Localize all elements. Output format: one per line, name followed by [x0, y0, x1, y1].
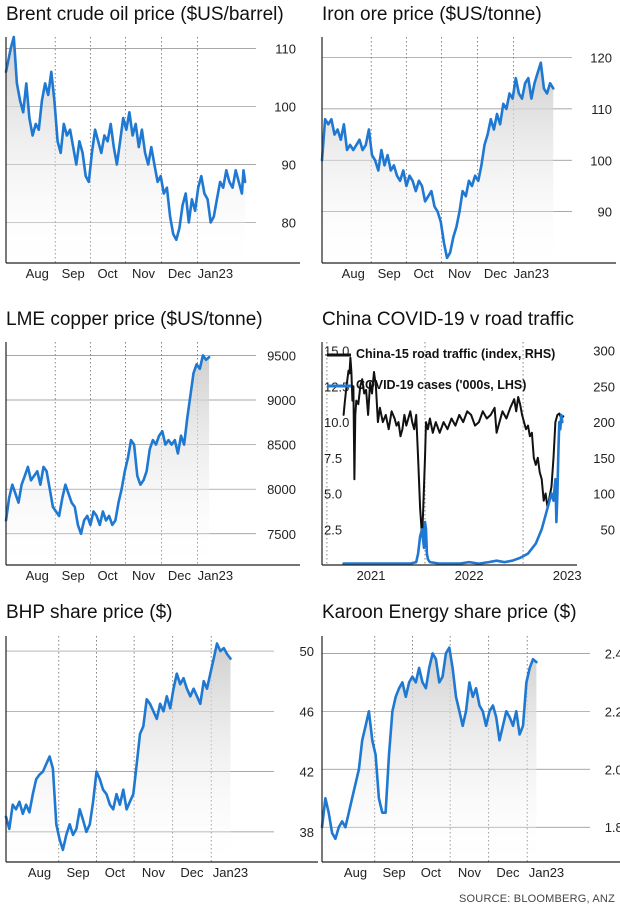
china-y-right-tick-label: 150	[593, 451, 615, 466]
chart-title-china: China COVID-19 v road traffic	[322, 309, 574, 330]
brent-chart: Aug Sep Oct Nov Dec Jan23 80 90 100 110	[4, 35, 300, 281]
iron-ore-x-tick-label: Sep	[378, 266, 401, 281]
legend-label-covid-cases: COVID-19 cases ('000s, LHS)	[356, 378, 526, 392]
china-y-left-tick-label: 10.0	[324, 415, 349, 430]
china-x-tick-label: 2022	[455, 568, 484, 583]
brent-y-tick-label: 110	[275, 42, 296, 57]
brent-x-tick-label: Oct	[97, 266, 118, 281]
iron-ore-y-tick-label: 110	[591, 102, 612, 117]
karoon-x-tick-label: Sep	[382, 865, 405, 880]
china-y-right-tick-label: 250	[593, 379, 615, 394]
china-y-left-tick-label: 5.0	[324, 487, 342, 502]
china-y-right-tick-label: 300	[593, 344, 615, 359]
copper-series-line-0	[4, 354, 211, 536]
copper-y-tick-label: 9000	[267, 393, 296, 408]
bhp-x-tick-label: Aug	[28, 865, 51, 880]
legend: China-15 road traffic (index, RHS) COVID…	[327, 347, 555, 392]
iron-ore-x-tick-label: Oct	[413, 266, 434, 281]
iron-ore-area	[322, 62, 554, 264]
copper-y-tick-label: 7500	[267, 527, 296, 542]
karoon-series-line-0	[320, 646, 538, 841]
brent-x-tick-label: Dec	[168, 266, 192, 281]
iron-ore-series-line-0	[320, 61, 555, 260]
brent-y-tick-label: 90	[282, 157, 296, 172]
copper-x-tick-label: Nov	[132, 568, 156, 583]
bhp-chart: Aug Sep Oct Nov Dec Jan23 38 42 46 50	[4, 636, 318, 880]
karoon-x-tick-label: Oct	[421, 865, 442, 880]
china-y-left-tick-label: 2.5	[324, 522, 342, 537]
china-y-left-tick-label: 7.5	[324, 451, 342, 466]
china-y-right-tick-label: 200	[593, 415, 615, 430]
legend-label-road-traffic: China-15 road traffic (index, RHS)	[356, 347, 555, 361]
chart-title-brent: Brent crude oil price ($US/barrel)	[6, 4, 284, 25]
brent-x-tick-label: Sep	[62, 266, 85, 281]
copper-x-tick-label: Jan23	[198, 568, 233, 583]
china-y-right-tick-label: 50	[601, 522, 615, 537]
bhp-y-tick-label: 46	[300, 704, 314, 719]
karoon-x-tick-label: Nov	[458, 865, 482, 880]
china-series-line-0	[342, 356, 565, 538]
chart-title-iron-ore: Iron ore price ($US/tonne)	[322, 4, 542, 25]
iron-ore-chart: Aug Sep Oct Nov Dec Jan23 90 100 110 120	[320, 37, 616, 281]
china-series-line-1	[342, 413, 564, 565]
china-x-tick-label: 2021	[357, 568, 386, 583]
brent-y-tick-label: 80	[282, 215, 296, 230]
copper-x-tick-label: Sep	[62, 568, 85, 583]
karoon-x-tick-label: Dec	[496, 865, 520, 880]
bhp-x-tick-label: Oct	[105, 865, 126, 880]
bhp-y-tick-label: 42	[300, 765, 314, 780]
china-y-right-tick-label: 100	[593, 487, 615, 502]
copper-y-tick-label: 8000	[267, 482, 296, 497]
bhp-x-tick-label: Jan23	[213, 865, 248, 880]
bhp-x-tick-label: Nov	[142, 865, 166, 880]
bhp-area	[6, 643, 231, 862]
brent-x-tick-label: Nov	[132, 266, 156, 281]
karoon-x-tick-label: Aug	[344, 865, 367, 880]
bhp-y-tick-label: 38	[300, 825, 314, 840]
copper-x-tick-label: Aug	[26, 568, 49, 583]
brent-x-tick-label: Aug	[26, 266, 49, 281]
copper-x-tick-label: Oct	[97, 568, 118, 583]
bhp-x-tick-label: Dec	[180, 865, 204, 880]
iron-ore-y-tick-label: 120	[590, 51, 612, 66]
iron-ore-x-tick-label: Aug	[342, 266, 365, 281]
chart-title-karoon: Karoon Energy share price ($)	[322, 602, 577, 623]
bhp-series-line-0	[4, 642, 232, 852]
iron-ore-y-tick-label: 100	[590, 153, 612, 168]
karoon-y-tick-label: 2.00	[605, 762, 620, 777]
iron-ore-x-tick-label: Jan23	[514, 266, 549, 281]
karoon-x-tick-label: Jan23	[529, 865, 564, 880]
copper-y-tick-label: 9500	[267, 348, 296, 363]
brent-y-tick-label: 100	[274, 100, 296, 115]
chart-title-copper: LME copper price ($US/tonne)	[6, 309, 263, 330]
chart-title-bhp: BHP share price ($)	[6, 602, 173, 623]
brent-x-tick-label: Jan23	[198, 266, 233, 281]
brent-series-line-0	[4, 35, 247, 242]
karoon-y-tick-label: 1.80	[605, 820, 620, 835]
karoon-y-tick-label: 2.20	[605, 704, 620, 719]
source-note: SOURCE: BLOOMBERG, ANZ	[459, 893, 615, 905]
bhp-y-tick-label: 50	[300, 644, 314, 659]
bhp-x-tick-label: Sep	[66, 865, 89, 880]
karoon-area	[322, 647, 537, 862]
copper-chart: Aug Sep Oct Nov Dec Jan23 7500 8000 8500 9000 9500	[4, 342, 300, 583]
copper-area	[6, 355, 210, 565]
karoon-chart: Aug Sep Oct Nov Dec Jan23 1.80 2.00 2.20 2.40	[320, 636, 620, 880]
china-x-tick-label: 2023	[553, 568, 582, 583]
karoon-y-tick-label: 2.40	[605, 646, 620, 661]
iron-ore-x-tick-label: Nov	[448, 266, 472, 281]
iron-ore-x-tick-label: Dec	[484, 266, 508, 281]
copper-y-tick-label: 8500	[267, 438, 296, 453]
brent-area	[6, 37, 246, 263]
copper-x-tick-label: Dec	[168, 568, 192, 583]
iron-ore-y-tick-label: 90	[598, 205, 612, 220]
